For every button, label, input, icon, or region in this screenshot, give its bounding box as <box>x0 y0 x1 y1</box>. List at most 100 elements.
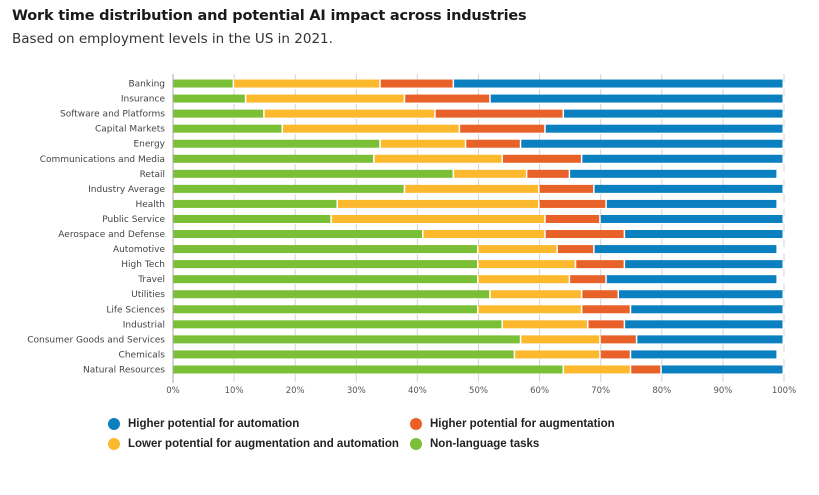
bar-segment <box>173 184 404 193</box>
bar-segment <box>423 230 545 239</box>
x-tick-label: 10% <box>225 386 244 396</box>
bar-segment <box>545 214 600 223</box>
bar-segment <box>478 245 557 254</box>
legend-item-non-language: Non-language tasks <box>410 438 539 450</box>
bar-segment <box>282 124 459 133</box>
bar-segment <box>625 260 783 269</box>
bar-segment <box>527 169 569 178</box>
bar-segment <box>264 109 435 118</box>
x-tick-label: 20% <box>286 386 305 396</box>
bar-segment <box>521 139 783 148</box>
category-label: Communications and Media <box>40 155 165 165</box>
legend-dot-automation <box>108 418 120 430</box>
bar-segment <box>594 184 783 193</box>
x-tick-label: 30% <box>347 386 366 396</box>
bar-segment <box>515 350 600 359</box>
chart-subtitle: Based on employment levels in the US in … <box>12 31 333 47</box>
bar-segment <box>594 245 777 254</box>
category-label: Aerospace and Defense <box>58 230 165 240</box>
bar-segment <box>337 199 539 208</box>
bar-segment <box>502 154 581 163</box>
category-label: Natural Resources <box>83 365 165 375</box>
legend-item-augmentation: Higher potential for augmentation <box>410 418 615 430</box>
bar-segment <box>588 320 624 329</box>
chart-title: Work time distribution and potential AI … <box>12 8 527 24</box>
bar-segment <box>173 275 477 284</box>
category-label: Health <box>135 200 165 210</box>
bar-segment <box>557 245 594 254</box>
bar-segment <box>173 94 245 103</box>
x-tick-labels: 0% 10% 20% 30% 40% 50% 60% 70% 80% 90% 100% <box>166 386 796 396</box>
legend-item-lower-potential: Lower potential for augmentation and aut… <box>108 438 399 450</box>
bar-segment <box>173 139 380 148</box>
category-label: Automotive <box>113 245 166 255</box>
bar-segment <box>454 169 526 178</box>
bar-segment <box>545 230 624 239</box>
bar-segment <box>173 305 477 314</box>
bar-segment <box>466 139 520 148</box>
category-label: Travel <box>137 275 165 285</box>
bar-segment <box>435 109 563 118</box>
bar-segment <box>490 94 783 103</box>
bar-segment <box>576 260 624 269</box>
bar-segment <box>661 365 783 374</box>
legend-label: Non-language tasks <box>430 438 540 450</box>
x-tick-label: 50% <box>469 386 488 396</box>
bar-segment <box>454 79 783 88</box>
bar-segment <box>246 94 404 103</box>
bar-segment <box>600 335 636 344</box>
legend-label: Lower potential for augmentation and aut… <box>128 438 399 450</box>
x-tick-label: 40% <box>408 386 427 396</box>
category-label: Capital Markets <box>95 125 165 135</box>
bar-segment <box>173 260 477 269</box>
bar-segment <box>564 109 783 118</box>
legend-item-automation: Higher potential for automation <box>108 418 299 430</box>
x-tick-label: 60% <box>530 386 549 396</box>
bar-segment <box>460 124 545 133</box>
bar-segment <box>582 290 618 299</box>
bar-segment <box>173 199 337 208</box>
bar-segment <box>545 124 783 133</box>
bar-segment <box>173 154 374 163</box>
category-label: Insurance <box>121 95 166 105</box>
bar-segment <box>478 275 569 284</box>
x-tick-label: 70% <box>591 386 610 396</box>
bar-segment <box>490 290 581 299</box>
bar-segment <box>173 245 477 254</box>
bar-segment <box>173 335 520 344</box>
bar-segment <box>625 320 783 329</box>
bars <box>173 79 783 374</box>
bar-segment <box>173 109 264 118</box>
bar-segment <box>619 290 783 299</box>
category-label: Consumer Goods and Services <box>27 335 165 345</box>
bar-segment <box>606 199 777 208</box>
bar-segment <box>173 124 282 133</box>
category-label: Industrial <box>123 320 165 330</box>
bar-segment <box>173 320 502 329</box>
bar-segment <box>631 350 777 359</box>
bar-segment <box>631 305 783 314</box>
category-label: Industry Average <box>88 185 165 195</box>
bar-segment <box>502 320 587 329</box>
bar-segment <box>331 214 545 223</box>
bar-segment <box>173 214 331 223</box>
bar-segment <box>173 290 490 299</box>
bar-segment <box>564 365 630 374</box>
bar-segment <box>405 184 539 193</box>
category-label: Utilities <box>131 290 165 300</box>
category-labels: Banking Insurance Software and Platforms Ca… <box>27 80 165 376</box>
legend-dot-augmentation <box>410 418 422 430</box>
bar-segment <box>173 365 563 374</box>
bar-segment <box>478 260 575 269</box>
bar-segment <box>637 335 783 344</box>
bar-segment <box>380 79 453 88</box>
bar-segment <box>631 365 661 374</box>
bar-segment <box>173 350 514 359</box>
legend-label: Higher potential for augmentation <box>430 418 615 430</box>
category-label: High Tech <box>121 260 165 270</box>
bar-segment <box>600 350 630 359</box>
bar-segment <box>478 305 581 314</box>
bar-segment <box>539 199 606 208</box>
category-label: Retail <box>140 170 165 180</box>
x-tick-label: 100% <box>772 386 796 396</box>
